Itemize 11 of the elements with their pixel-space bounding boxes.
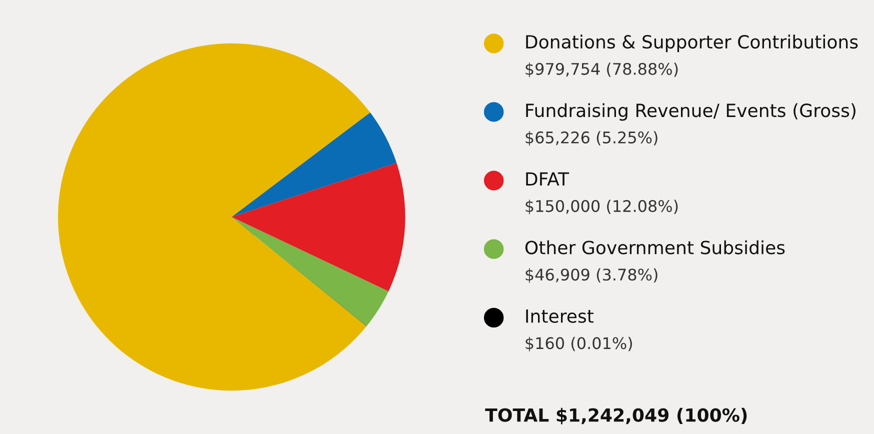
data-label: $46,909 (3.78%) <box>526 268 658 283</box>
text: TOTAL $1,242,049 (100%) <box>485 408 747 424</box>
legend-label: Other Government Subsidies <box>525 240 785 254</box>
legend-label: Donations & Supporter Contributions <box>526 34 858 52</box>
data-label: $160 (0.01%) <box>526 336 632 352</box>
legend-label: Interest <box>526 310 594 323</box>
data-label: $979,754 (78.88%) <box>526 62 678 78</box>
legend-label: Fundraising Revenue/ Events (Gross) <box>526 103 856 121</box>
data-label: $150,000 (12.08%) <box>526 200 678 214</box>
legend-label: DFAT <box>526 172 570 186</box>
data-label: $65,226 (5.25%) <box>526 131 658 146</box>
